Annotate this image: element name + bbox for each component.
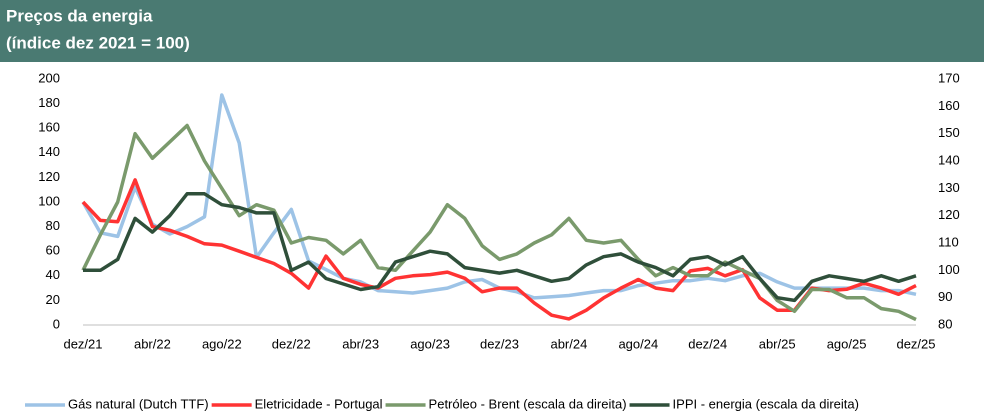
y-tick-label: 140 [38, 144, 60, 159]
y-tick-label: 100 [38, 193, 60, 208]
y-tick-label: 160 [38, 120, 60, 135]
x-tick-label: dez/21 [63, 336, 102, 351]
x-tick-label: abr/22 [134, 336, 171, 351]
y2-tick-label: 120 [938, 207, 960, 222]
y2-tick-label: 160 [938, 98, 960, 113]
y2-tick-label: 130 [938, 180, 960, 195]
legend-label: Petróleo - Brent (escala da direita) [429, 396, 627, 411]
y2-tick-label: 110 [938, 234, 959, 249]
x-tick-label: dez/25 [896, 336, 935, 351]
chart-subtitle: (índice dez 2021 = 100) [6, 33, 190, 52]
header [0, 0, 984, 62]
x-tick-label: abr/23 [342, 336, 379, 351]
series-line [81, 123, 917, 322]
series-line [81, 178, 917, 321]
y-tick-label: 200 [38, 70, 60, 85]
y-tick-label: 180 [38, 95, 60, 110]
y-tick-label: 40 [46, 267, 60, 282]
x-tick-label: ago/23 [410, 336, 450, 351]
x-tick-label: abr/24 [550, 336, 587, 351]
x-tick-label: ago/22 [202, 336, 242, 351]
x-tick-label: dez/23 [480, 336, 519, 351]
y-tick-label: 80 [46, 218, 60, 233]
x-tick-label: abr/25 [759, 336, 796, 351]
chart-title: Preços da energia [6, 6, 153, 25]
y2-tick-label: 80 [938, 316, 952, 331]
y2-tick-label: 140 [938, 152, 960, 167]
legend-label: IPPI - energia (escala da direita) [673, 396, 859, 411]
y-tick-label: 20 [46, 292, 60, 307]
y2-tick-label: 170 [938, 70, 960, 85]
legend-label: Eletricidade - Portugal [255, 396, 383, 411]
legend-label: Gás natural (Dutch TTF) [68, 396, 209, 411]
x-tick-label: ago/25 [827, 336, 867, 351]
y-tick-label: 60 [46, 243, 60, 258]
y2-tick-label: 90 [938, 289, 952, 304]
x-tick-label: dez/24 [688, 336, 727, 351]
x-tick-label: dez/22 [272, 336, 311, 351]
y2-tick-label: 100 [938, 262, 960, 277]
x-tick-label: ago/24 [618, 336, 658, 351]
series-line [83, 192, 917, 303]
y-tick-label: 0 [53, 316, 60, 331]
y2-tick-label: 150 [938, 125, 960, 140]
y-tick-label: 120 [38, 169, 60, 184]
